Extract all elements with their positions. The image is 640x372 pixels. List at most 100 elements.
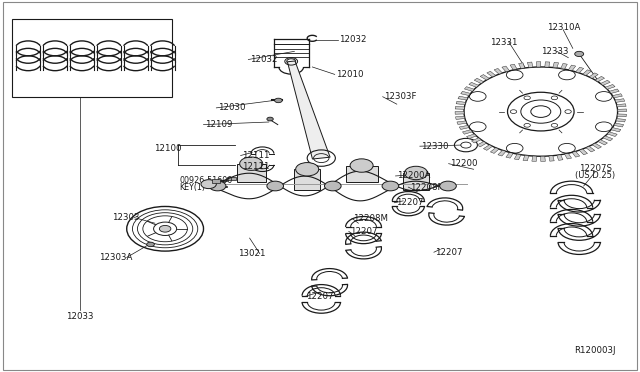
- Polygon shape: [294, 169, 320, 190]
- Polygon shape: [474, 78, 484, 83]
- Text: 12333: 12333: [541, 47, 568, 56]
- Polygon shape: [490, 148, 499, 153]
- Polygon shape: [557, 155, 563, 160]
- Text: 12033: 12033: [67, 312, 93, 321]
- Circle shape: [382, 181, 399, 191]
- Polygon shape: [603, 136, 612, 141]
- Polygon shape: [527, 62, 532, 67]
- Polygon shape: [480, 74, 490, 80]
- Polygon shape: [456, 116, 465, 119]
- Polygon shape: [572, 151, 580, 157]
- Text: 12111: 12111: [242, 162, 269, 171]
- Text: 12303F: 12303F: [384, 92, 417, 101]
- Polygon shape: [549, 156, 554, 161]
- Polygon shape: [600, 80, 610, 85]
- Circle shape: [575, 51, 584, 57]
- Polygon shape: [617, 104, 626, 107]
- Circle shape: [147, 242, 154, 247]
- Text: 12207: 12207: [350, 227, 378, 236]
- Polygon shape: [579, 149, 588, 155]
- Polygon shape: [575, 67, 584, 73]
- Polygon shape: [616, 119, 625, 122]
- Polygon shape: [605, 84, 615, 89]
- Text: 12330: 12330: [421, 142, 449, 151]
- Polygon shape: [460, 125, 469, 129]
- Polygon shape: [607, 132, 617, 137]
- Polygon shape: [502, 66, 509, 72]
- Polygon shape: [612, 94, 622, 98]
- Text: 12032: 12032: [250, 55, 277, 64]
- Text: 00926-51600: 00926-51600: [179, 176, 232, 185]
- Text: 12303A: 12303A: [99, 253, 132, 262]
- Polygon shape: [545, 62, 550, 67]
- Polygon shape: [568, 65, 576, 71]
- Bar: [12, 19, 172, 97]
- Polygon shape: [617, 114, 627, 117]
- Polygon shape: [456, 101, 466, 105]
- Text: 12303: 12303: [112, 213, 140, 222]
- Polygon shape: [523, 155, 529, 161]
- Polygon shape: [461, 91, 470, 96]
- Polygon shape: [515, 154, 521, 160]
- Polygon shape: [237, 164, 266, 182]
- Text: 12030: 12030: [218, 103, 245, 112]
- Polygon shape: [506, 153, 513, 158]
- Polygon shape: [615, 99, 625, 102]
- Circle shape: [201, 180, 216, 189]
- Circle shape: [275, 98, 282, 103]
- Polygon shape: [536, 62, 541, 67]
- Polygon shape: [609, 89, 619, 93]
- Polygon shape: [477, 141, 486, 147]
- Text: 12200A: 12200A: [397, 171, 430, 180]
- Polygon shape: [403, 173, 429, 190]
- Text: 12207S: 12207S: [579, 164, 612, 173]
- Text: 12331: 12331: [490, 38, 517, 46]
- Text: 12010: 12010: [336, 70, 364, 79]
- Polygon shape: [510, 64, 517, 70]
- Polygon shape: [595, 76, 605, 82]
- Circle shape: [267, 181, 284, 191]
- Polygon shape: [487, 71, 495, 77]
- Text: 12208M: 12208M: [353, 214, 388, 223]
- Polygon shape: [589, 73, 598, 78]
- Circle shape: [209, 181, 226, 191]
- Polygon shape: [287, 61, 330, 159]
- Text: KEY(1): KEY(1): [179, 183, 205, 192]
- Text: 12111: 12111: [242, 151, 269, 160]
- Polygon shape: [455, 112, 464, 114]
- Polygon shape: [541, 156, 545, 161]
- Polygon shape: [618, 109, 627, 112]
- Polygon shape: [518, 63, 525, 68]
- Polygon shape: [458, 96, 468, 100]
- Circle shape: [440, 181, 456, 191]
- Circle shape: [350, 159, 373, 172]
- Polygon shape: [212, 179, 220, 183]
- Circle shape: [404, 166, 428, 180]
- Polygon shape: [564, 153, 572, 159]
- Polygon shape: [494, 68, 502, 74]
- Polygon shape: [465, 87, 474, 92]
- Polygon shape: [463, 130, 472, 134]
- Polygon shape: [582, 70, 591, 76]
- Text: 12207: 12207: [435, 248, 463, 257]
- Polygon shape: [472, 138, 481, 143]
- Polygon shape: [455, 106, 465, 109]
- Circle shape: [296, 163, 319, 176]
- Text: 12208M: 12208M: [410, 183, 445, 192]
- Circle shape: [408, 172, 417, 177]
- Polygon shape: [483, 145, 492, 150]
- Text: 12100: 12100: [154, 144, 181, 153]
- Text: 12109: 12109: [205, 120, 232, 129]
- Text: 12200: 12200: [450, 159, 477, 168]
- Text: 13021: 13021: [238, 249, 266, 258]
- Polygon shape: [586, 146, 595, 152]
- Polygon shape: [611, 128, 621, 132]
- Polygon shape: [532, 156, 537, 161]
- Polygon shape: [592, 143, 602, 149]
- Polygon shape: [227, 177, 236, 180]
- Polygon shape: [457, 121, 467, 125]
- Text: 12310A: 12310A: [547, 23, 580, 32]
- Polygon shape: [598, 140, 607, 145]
- Circle shape: [267, 117, 273, 121]
- Polygon shape: [498, 150, 506, 156]
